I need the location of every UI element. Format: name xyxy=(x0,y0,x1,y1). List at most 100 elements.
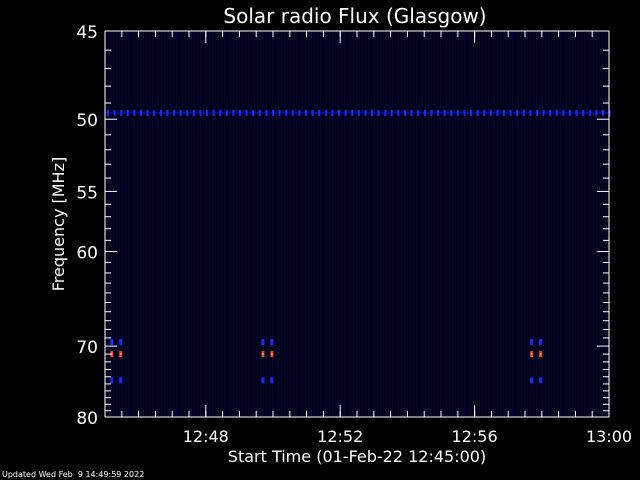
band-pulse xyxy=(212,109,215,116)
band-pulse xyxy=(516,109,519,116)
band-pulse xyxy=(489,109,492,116)
band-pulse xyxy=(232,109,235,116)
band-pulse xyxy=(377,109,380,116)
y-tick-label: 80 xyxy=(76,409,98,429)
band-pulse xyxy=(390,109,393,116)
band-pulse xyxy=(595,109,598,116)
band-pulse xyxy=(384,109,387,116)
plot-area xyxy=(105,31,609,417)
band-pulse xyxy=(503,109,505,116)
band-pulse xyxy=(344,109,347,116)
burst-core xyxy=(531,353,533,356)
burst-core xyxy=(262,353,264,356)
burst-spot xyxy=(270,377,274,384)
band-pulse xyxy=(252,109,255,116)
features-layer xyxy=(105,109,611,384)
x-tick-label: 12:48 xyxy=(183,427,229,446)
burst-spot xyxy=(110,339,114,346)
band-pulse xyxy=(522,109,525,116)
band-pulse xyxy=(371,109,373,116)
band-pulse xyxy=(536,109,538,116)
band-pulse xyxy=(417,109,420,116)
band-pulse xyxy=(575,109,578,116)
band-pulse xyxy=(133,109,136,116)
band-pulse xyxy=(298,109,301,116)
y-axis-label: Frequency [MHz] xyxy=(49,157,68,291)
band-pulse xyxy=(364,109,367,116)
y-tick-label: 50 xyxy=(76,111,98,131)
band-pulse xyxy=(239,109,241,116)
burst-core xyxy=(271,353,273,356)
band-pulse xyxy=(423,109,426,116)
band-pulse xyxy=(186,109,189,116)
band-pulse xyxy=(331,109,334,116)
band-pulse xyxy=(166,109,169,116)
band-pulse xyxy=(602,109,604,116)
burst-spot xyxy=(261,377,265,384)
band-pulse xyxy=(582,109,585,116)
band-pulse xyxy=(430,109,433,116)
band-pulse xyxy=(483,109,486,116)
band-pulse xyxy=(588,109,591,116)
band-pulse xyxy=(206,109,208,116)
burst-core xyxy=(120,353,122,356)
band-pulse xyxy=(456,109,459,116)
burst-core xyxy=(111,353,113,356)
band-pulse xyxy=(225,109,228,116)
band-pulse xyxy=(569,109,571,116)
chart-title: Solar radio Flux (Glasgow) xyxy=(223,4,486,28)
band-pulse xyxy=(126,109,129,116)
x-tick-label: 12:52 xyxy=(317,427,363,446)
band-pulse xyxy=(120,109,123,116)
band-pulse xyxy=(272,109,274,116)
band-pulse xyxy=(179,109,182,116)
y-tick-label: 45 xyxy=(76,23,98,43)
band-pulse xyxy=(351,109,354,116)
band-pulse xyxy=(410,109,413,116)
band-pulse xyxy=(397,109,400,116)
band-pulse xyxy=(463,109,466,116)
x-tick-label: 13:00 xyxy=(586,427,632,446)
band-pulse xyxy=(338,109,340,116)
band-pulse xyxy=(542,109,545,116)
burst-spot xyxy=(530,377,534,384)
burst-core xyxy=(540,353,542,356)
band-pulse xyxy=(450,109,453,116)
band-pulse xyxy=(153,109,156,116)
band-pulse xyxy=(404,109,406,116)
y-tick-label: 55 xyxy=(76,183,98,203)
band-pulse xyxy=(291,109,294,116)
x-axis-label: Start Time (01-Feb-22 12:45:00) xyxy=(228,447,486,466)
band-pulse xyxy=(437,109,439,116)
band-pulse xyxy=(529,109,532,116)
band-pulse xyxy=(318,109,321,116)
band-pulse xyxy=(245,109,248,116)
update-footer: Updated Wed Feb 9 14:49:59 2022 xyxy=(2,470,144,479)
band-line xyxy=(105,111,609,114)
band-pulse xyxy=(562,109,565,116)
band-pulse xyxy=(140,109,142,116)
band-pulse xyxy=(311,109,314,116)
burst-spot xyxy=(270,339,274,346)
band-pulse xyxy=(219,109,222,116)
band-pulse xyxy=(608,109,611,116)
burst-spot xyxy=(530,339,534,346)
band-pulse xyxy=(476,109,479,116)
band-pulse xyxy=(324,109,327,116)
band-pulse xyxy=(285,109,288,116)
band-pulse xyxy=(305,109,307,116)
y-tick-label: 60 xyxy=(76,244,98,264)
x-tick-label: 12:56 xyxy=(452,427,498,446)
band-pulse xyxy=(555,109,558,116)
burst-spot xyxy=(119,377,123,384)
band-pulse xyxy=(265,109,268,116)
burst-spot xyxy=(261,339,265,346)
band-pulse xyxy=(199,109,202,116)
band-pulse xyxy=(549,109,552,116)
burst-spot xyxy=(119,339,123,346)
band-pulse xyxy=(509,109,512,116)
band-pulse xyxy=(443,109,446,116)
burst-spot xyxy=(539,339,543,346)
band-pulse xyxy=(278,109,281,116)
